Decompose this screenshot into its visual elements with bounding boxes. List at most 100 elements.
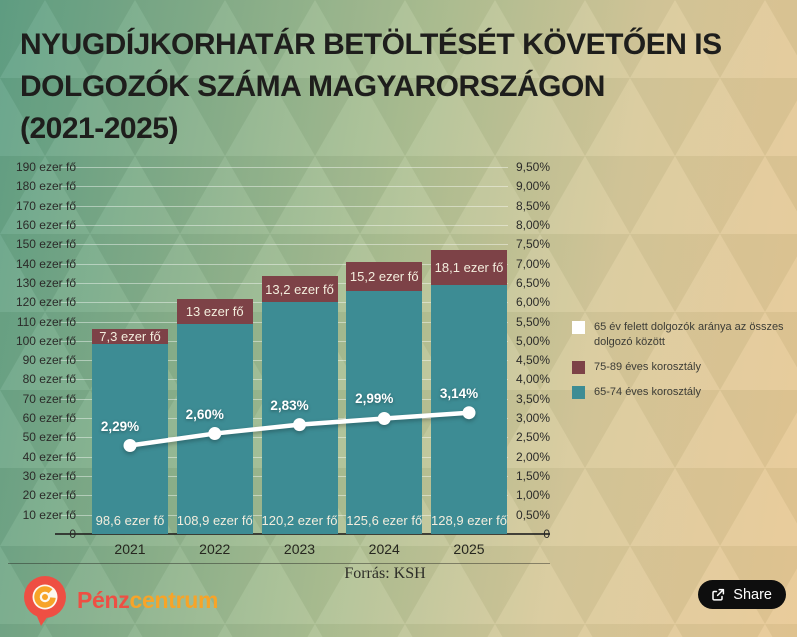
right-axis-tick-label: 2,50% — [515, 430, 550, 445]
bar-value-label-65-74: 108,9 ezer fő — [176, 512, 253, 528]
bar-segment-65-74[interactable]: 128,9 ezer fő — [431, 285, 507, 534]
left-axis-tick-label: 50 ezer fő — [22, 430, 76, 445]
bar-segment-65-74[interactable]: 98,6 ezer fő — [92, 343, 168, 534]
bar-value-label-wrap-75-89: 13,2 ezer fő — [262, 276, 338, 301]
right-axis-tick-label: 8,00% — [515, 217, 550, 232]
right-axis-tick-label: 7,00% — [515, 256, 550, 271]
legend-item-65-74: 65-74 éves korosztály — [572, 385, 797, 400]
x-axis-category-label: 2021 — [114, 541, 146, 557]
left-axis-tick-label: 110 ezer fő — [16, 314, 76, 329]
right-axis-tick-label: 0,50% — [515, 507, 550, 522]
left-axis-tick-label: 130 ezer fő — [15, 275, 76, 290]
right-axis-tick-label: 7,50% — [515, 237, 550, 252]
bar-segment-65-74[interactable]: 120,2 ezer fő — [261, 301, 338, 534]
x-axis-category-label: 2023 — [283, 541, 316, 557]
penzcentrum-logo[interactable]: Pénzcentrum — [22, 574, 218, 626]
x-axis-line — [55, 533, 550, 535]
source-caption: Forrás: KSH — [344, 565, 426, 582]
bar-segment-75-89[interactable]: 18,1 ezer fő — [431, 250, 507, 285]
right-axis-tick-label: 4,50% — [515, 353, 550, 368]
line-value-label: 2,83% — [270, 397, 309, 413]
bar-segment-65-74[interactable]: 125,6 ezer fő — [346, 291, 423, 534]
right-axis-tick-label: 9,00% — [515, 179, 550, 194]
bar-value-label-75-89: 18,1 ezer fő — [434, 260, 504, 276]
gridline — [60, 167, 508, 168]
left-axis-tick-label: 20 ezer fő — [22, 488, 76, 503]
left-axis-tick-label: 170 ezer fő — [15, 198, 76, 213]
bar-value-label-65-74: 125,6 ezer fő — [346, 512, 423, 528]
chart-footer-divider — [8, 563, 550, 564]
right-axis-tick-label: 9,50% — [515, 160, 550, 174]
right-axis-tick-label: 6,00% — [515, 295, 550, 310]
brand-part-centrum: centrum — [129, 586, 219, 613]
x-axis-category-label: 2025 — [453, 541, 485, 557]
gridline — [60, 263, 508, 265]
gridline — [60, 244, 508, 246]
legend-swatch-75-89 — [572, 361, 585, 374]
share-button[interactable]: Share — [698, 580, 786, 609]
left-axis-tick-label: 80 ezer fő — [22, 372, 76, 387]
bar-value-label-65-74: 120,2 ezer fő — [261, 512, 338, 528]
left-axis-tick-label: 160 ezer fő — [15, 217, 76, 232]
chart-legend: 65 év felett dolgozók aránya az összes d… — [572, 320, 797, 400]
right-axis-tick-label: 6,50% — [515, 275, 550, 290]
line-value-label: 3,14% — [439, 385, 479, 401]
left-axis-tick-label: 30 ezer fő — [22, 469, 76, 484]
share-icon — [712, 588, 725, 601]
penzcentrum-wordmark: Pénzcentrum — [77, 587, 218, 614]
bar-segment-75-89[interactable]: 13 ezer fő — [176, 298, 253, 324]
gridline — [60, 205, 508, 207]
penzcentrum-logo-icon — [24, 576, 66, 626]
left-axis-tick-label: 100 ezer fő — [15, 333, 76, 348]
left-axis-tick-label: 180 ezer fő — [15, 179, 76, 194]
right-axis-tick-label: 8,50% — [515, 198, 550, 213]
brand-part-penz: Pénz — [77, 586, 130, 613]
bar-value-label-wrap-75-89: 13 ezer fő — [177, 299, 253, 324]
bar-value-label-wrap-75-89: 18,1 ezer fő — [431, 250, 507, 285]
left-axis-tick-label: 90 ezer fő — [22, 353, 76, 368]
bar-value-label-75-89: 15,2 ezer fő — [349, 269, 419, 285]
bar-segment-75-89[interactable]: 7,3 ezer fő — [92, 328, 168, 344]
right-axis-tick-label: 1,00% — [515, 488, 550, 503]
line-value-label: 2,60% — [185, 406, 224, 422]
legend-item-line: 65 év felett dolgozók aránya az összes d… — [572, 320, 797, 350]
legend-swatch-line — [572, 321, 585, 334]
legend-item-75-89: 75-89 éves korosztály — [572, 360, 797, 375]
left-axis-tick-label: 10 ezer fő — [22, 507, 76, 522]
gridline — [60, 186, 508, 188]
x-axis-category-label: 2022 — [199, 541, 231, 557]
bar-value-label-wrap-75-89: 7,3 ezer fő — [92, 328, 168, 344]
right-axis-tick-label: 2,00% — [515, 449, 550, 464]
bar-value-label-75-89: 13,2 ezer fő — [265, 281, 334, 297]
left-axis-tick-label: 120 ezer fő — [15, 295, 76, 310]
right-axis-tick-label: 5,00% — [515, 333, 550, 348]
legend-label-75-89: 75-89 éves korosztály — [594, 361, 701, 373]
line-value-label: 2,29% — [100, 418, 140, 434]
left-axis-tick-label: 40 ezer fő — [22, 449, 76, 464]
bar-value-label-75-89: 13 ezer fő — [185, 303, 244, 319]
line-value-label: 2,99% — [355, 391, 394, 407]
left-axis-tick-label: 150 ezer fő — [15, 237, 76, 252]
legend-label-65-74: 65-74 éves korosztály — [594, 386, 701, 398]
gridline — [60, 224, 508, 226]
bar-value-label-75-89: 7,3 ezer fő — [99, 328, 161, 344]
right-axis-tick-label: 3,50% — [515, 391, 550, 406]
bar-segment-75-89[interactable]: 15,2 ezer fő — [346, 262, 423, 292]
right-axis-tick-label: 5,50% — [515, 314, 550, 329]
bar-value-label-wrap-75-89: 15,2 ezer fő — [346, 262, 422, 291]
right-axis-tick-label: 4,00% — [515, 372, 550, 387]
left-axis-tick-label: 190 ezer fő — [15, 160, 76, 174]
left-axis-tick-label: 60 ezer fő — [22, 411, 76, 426]
legend-label-line: 65 év felett dolgozók aránya az összes d… — [594, 321, 784, 348]
left-axis-tick-label: 140 ezer fő — [15, 256, 76, 271]
share-button-label: Share — [733, 586, 772, 603]
right-axis-tick-label: 1,50% — [515, 469, 550, 484]
bar-segment-65-74[interactable]: 108,9 ezer fő — [176, 323, 253, 534]
x-axis-category-label: 2024 — [368, 541, 400, 557]
right-axis-tick-label: 3,00% — [515, 411, 550, 426]
bar-segment-75-89[interactable]: 13,2 ezer fő — [261, 276, 338, 302]
bar-value-label-65-74: 98,6 ezer fő — [95, 512, 165, 528]
bar-value-label-65-74: 128,9 ezer fő — [431, 512, 507, 528]
